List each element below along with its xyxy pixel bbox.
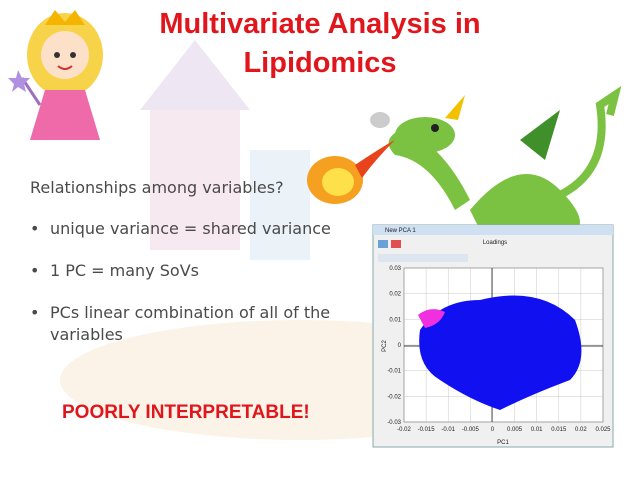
bullet-text: PCs linear combination of all of the <box>50 303 330 322</box>
y-tick-label: 0.01 <box>389 317 401 323</box>
y-tick-label: 0.02 <box>389 292 401 298</box>
x-tick-label: -0.02 <box>397 427 411 433</box>
bullet-text: unique variance = shared variance <box>50 219 331 238</box>
dragon-illustration <box>370 85 622 244</box>
bullet-list: • unique variance = shared variance • 1 … <box>30 219 331 344</box>
x-tick-label: -0.005 <box>462 427 480 433</box>
x-tick-label: 0.005 <box>507 427 523 433</box>
x-tick-label: 0.01 <box>531 427 543 433</box>
y-tick-label: -0.01 <box>387 369 401 375</box>
lead-text: Relationships among variables? <box>30 178 284 197</box>
x-tick-label: 0 <box>491 427 495 433</box>
y-tick-label: -0.02 <box>387 394 401 400</box>
princess-illustration <box>8 10 103 140</box>
x-tick-label: 0.015 <box>551 427 567 433</box>
fireball <box>307 140 395 204</box>
toolbar-button[interactable] <box>391 240 401 248</box>
x-tick-label: 0.02 <box>575 427 587 433</box>
loading-cluster <box>418 309 445 328</box>
y-tick-label: 0.03 <box>389 266 401 272</box>
bullet-text: variables <box>50 325 123 344</box>
bullet-marker: • <box>30 219 39 238</box>
bullet-marker: • <box>30 261 39 280</box>
window-titlebar <box>373 225 613 235</box>
y-tick-label: -0.03 <box>387 420 401 426</box>
title-line: Lipidomics <box>243 47 396 79</box>
y-axis-label: PC2 <box>382 340 388 352</box>
toolbar <box>378 254 468 262</box>
bullet-text: 1 PC = many SoVs <box>50 261 199 280</box>
callout: POORLY INTERPRETABLE! <box>62 402 310 423</box>
title-line: Multivariate Analysis in <box>159 8 480 40</box>
x-tick-label: 0.025 <box>595 427 611 433</box>
pca-window: New PCA 1 Loadings PC1 PC2 -0.02 -0.015 -0… <box>372 224 614 448</box>
x-tick-label: -0.01 <box>441 427 455 433</box>
loading-cloud <box>419 295 582 410</box>
window-title: New PCA 1 <box>385 228 416 234</box>
bullet-marker: • <box>30 303 39 322</box>
x-axis-label: PC1 <box>497 440 509 446</box>
x-tick-label: -0.015 <box>418 427 436 433</box>
y-tick-label: 0 <box>398 343 402 349</box>
toolbar-button[interactable] <box>378 240 388 248</box>
plot-title: Loadings <box>483 240 507 246</box>
